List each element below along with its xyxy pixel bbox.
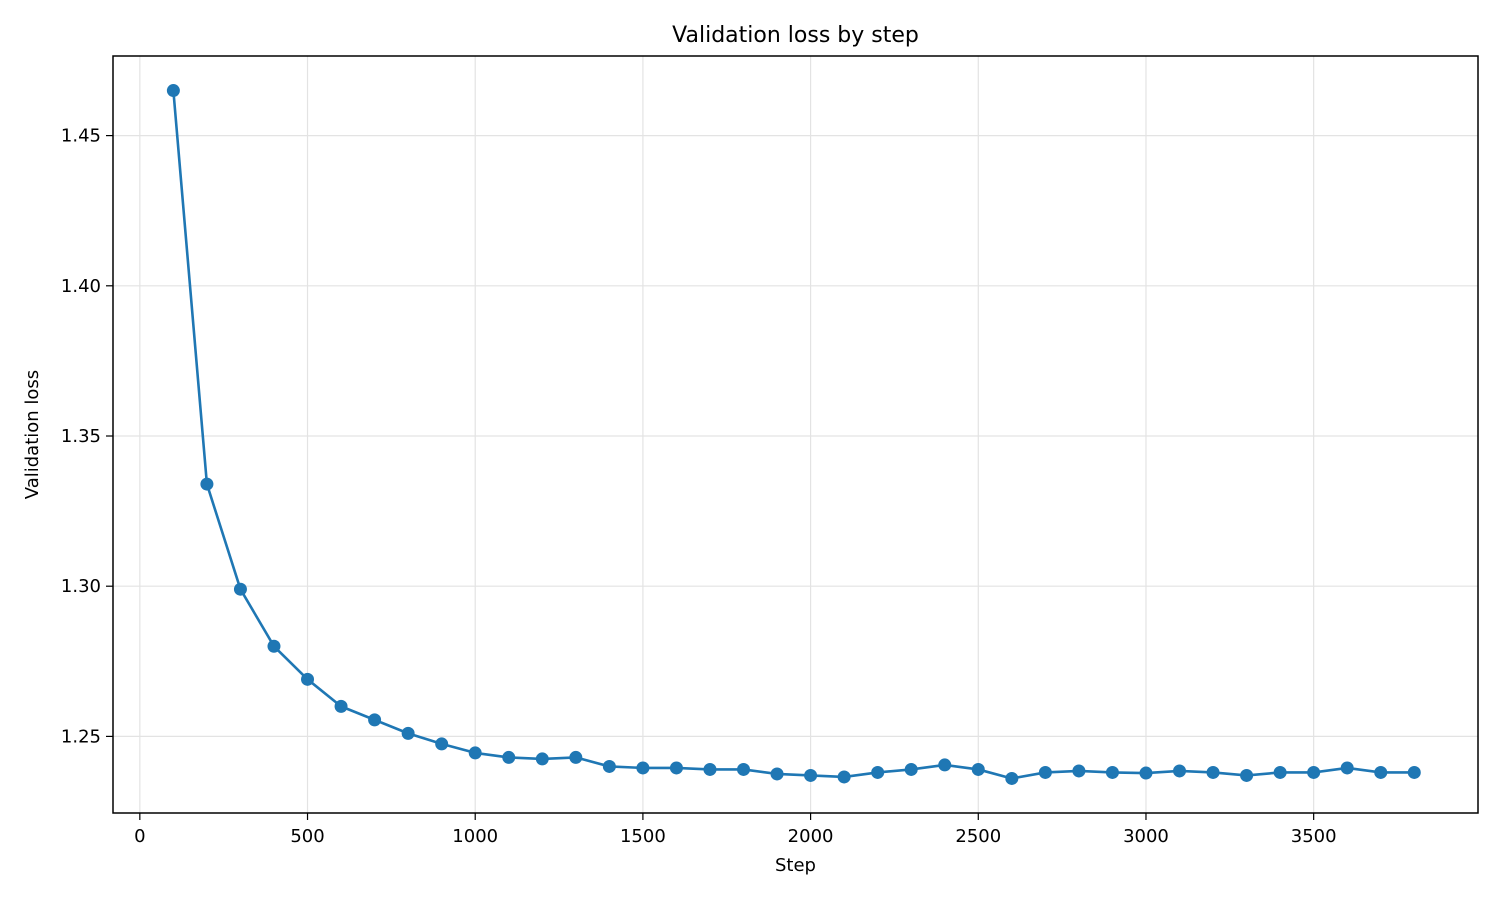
data-point [1139,766,1153,780]
data-point [804,768,818,782]
data-point [200,477,214,491]
data-point [636,761,650,775]
data-point [703,762,717,776]
series-layer [166,84,1421,785]
tick-layer: 0 500 1000 1500 2000 2500 3000 3500 1.25 1.30 1.35… [61,126,1337,847]
y-tick-label: 1.40 [61,276,101,297]
data-point [1206,765,1220,779]
data-point [1173,764,1187,778]
data-point [1374,765,1388,779]
y-tick-label: 1.30 [61,576,101,597]
data-point [401,726,415,740]
grid-layer [113,56,1478,813]
x-tick-label: 2000 [788,826,834,847]
x-tick-label: 0 [134,826,145,847]
x-tick-label: 1500 [620,826,666,847]
x-tick-label: 1000 [452,826,498,847]
x-tick-label: 2500 [955,826,1001,847]
y-axis-label: Validation loss [22,370,43,499]
y-tick-label: 1.45 [61,126,101,147]
data-point [166,84,180,98]
data-point [770,767,784,781]
data-point [1240,768,1254,782]
data-point [871,765,885,779]
data-point [1340,761,1354,775]
data-point [1407,765,1421,779]
data-point [334,699,348,713]
data-point [1307,765,1321,779]
data-point [267,639,281,653]
data-point [301,672,315,686]
x-tick-label: 3000 [1123,826,1169,847]
series-line [172,90,1415,780]
data-point [737,762,751,776]
data-point [938,758,952,772]
data-point [904,762,918,776]
data-point [1005,771,1019,785]
x-tick-label: 500 [290,826,324,847]
data-point [502,750,516,764]
y-tick-label: 1.25 [61,726,101,747]
x-tick-label: 3500 [1291,826,1337,847]
plot-frame [112,55,1479,814]
x-axis-label: Step [775,855,816,876]
data-point [233,582,247,596]
data-point [669,761,683,775]
data-point [535,752,549,766]
data-point [971,762,985,776]
chart-title: Validation loss by step [672,23,919,48]
data-point [1273,765,1287,779]
data-point [569,750,583,764]
data-point [468,746,482,760]
y-tick-label: 1.35 [61,426,101,447]
data-point [602,759,616,773]
data-point [435,737,449,751]
data-point [1105,765,1119,779]
data-point [368,713,382,727]
data-point [1072,764,1086,778]
data-point [837,770,851,784]
data-point [1038,765,1052,779]
